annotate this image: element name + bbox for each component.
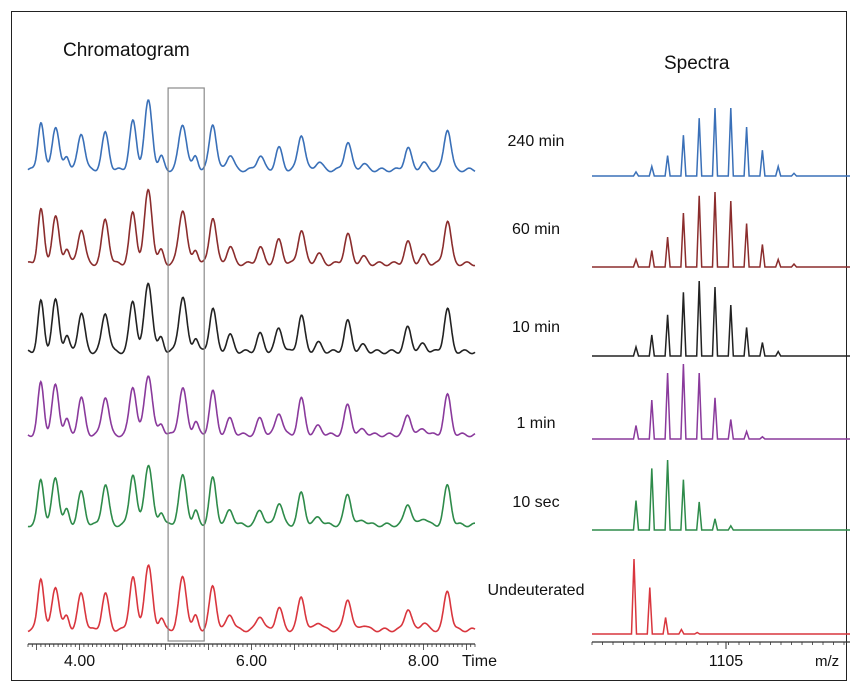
highlight-window xyxy=(167,87,205,642)
chromatogram-x-axis: 4.00 6.00 8.00 xyxy=(27,643,476,670)
series-label: 1 min xyxy=(516,415,555,432)
spectrum-line xyxy=(592,363,850,440)
spectra-title: Spectra xyxy=(664,53,730,74)
chromatogram-line xyxy=(27,188,476,267)
chromatogram-line xyxy=(27,564,476,633)
spectrum-line xyxy=(592,558,850,635)
spectrum-line xyxy=(592,107,850,177)
chromatogram-tick-label: 6.00 xyxy=(236,653,267,670)
spectrum-line xyxy=(592,191,850,268)
series-label: Undeuterated xyxy=(488,582,585,599)
spectra-x-axis-label: m/z xyxy=(815,653,839,670)
chromatogram-line xyxy=(27,375,476,438)
series-labels: 240 min 60 min 10 min 1 min 10 sec Undeuterat… xyxy=(488,133,585,599)
spectra-tick-label: 1105 xyxy=(709,653,744,670)
chromatogram-x-axis-label: Time xyxy=(462,653,497,670)
spectrum-line xyxy=(592,459,850,531)
chromatogram-title: Chromatogram xyxy=(63,40,190,61)
chromatogram-line xyxy=(27,464,475,528)
series-label: 10 min xyxy=(512,319,560,336)
spectrum-line xyxy=(592,280,850,357)
spectra-traces xyxy=(592,107,850,635)
chromatogram-tick-label: 4.00 xyxy=(64,653,95,670)
series-label: 60 min xyxy=(512,221,560,238)
figure-frame xyxy=(11,11,847,681)
spectra-panel: Spectra 1105 m/z xyxy=(591,53,850,670)
series-label: 10 sec xyxy=(512,494,559,511)
chromatogram-line xyxy=(27,99,476,173)
series-label: 240 min xyxy=(508,133,565,150)
chromatogram-panel: Chromatogram 4.00 6.00 8.00 Time xyxy=(27,40,497,670)
chromatogram-line xyxy=(27,282,476,355)
spectra-x-axis: 1105 xyxy=(591,641,850,670)
chromatogram-tick-label: 8.00 xyxy=(408,653,439,670)
chromatogram-traces xyxy=(27,99,476,633)
